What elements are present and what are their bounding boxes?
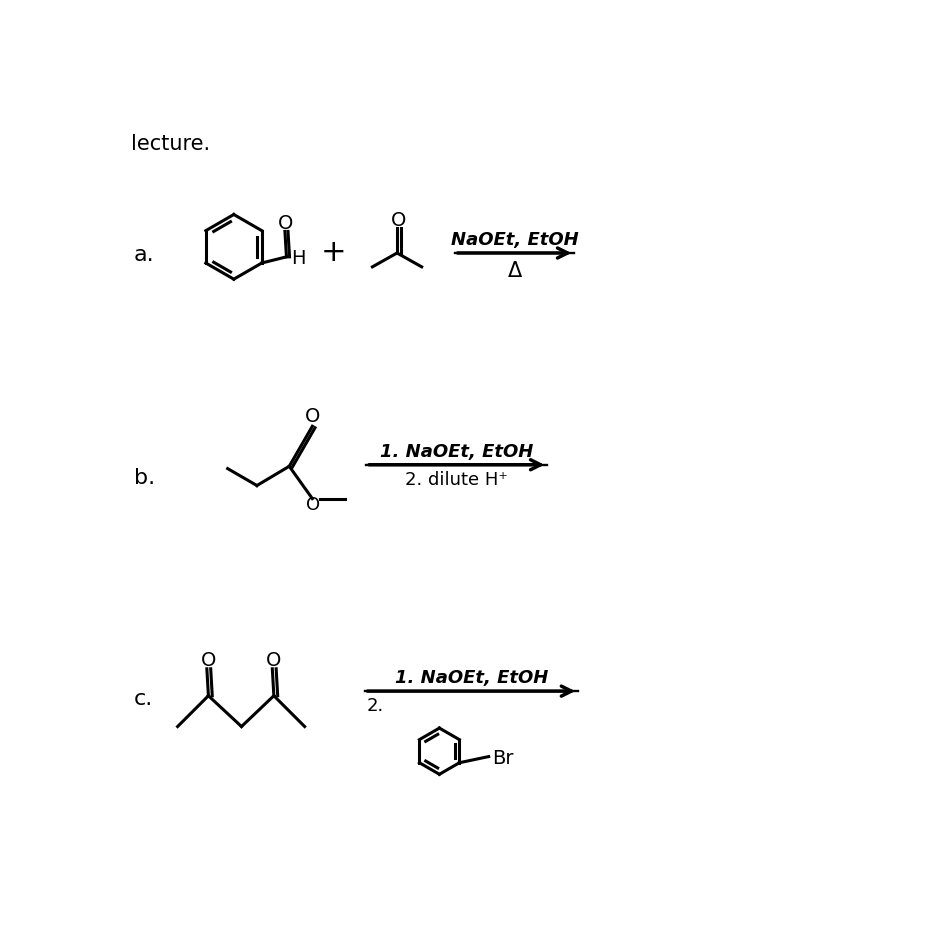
Text: O: O [306, 496, 321, 514]
Text: NaOEt, EtOH: NaOEt, EtOH [450, 231, 578, 249]
Text: b.: b. [133, 468, 155, 488]
Text: O: O [278, 214, 293, 234]
Text: lecture.: lecture. [132, 134, 211, 153]
Text: O: O [391, 211, 406, 230]
Text: O: O [305, 407, 320, 427]
Text: a.: a. [133, 245, 154, 264]
Text: c.: c. [133, 688, 153, 709]
Text: 1. NaOEt, EtOH: 1. NaOEt, EtOH [380, 443, 533, 460]
Text: H: H [291, 248, 306, 268]
Text: O: O [201, 651, 216, 670]
Text: 2. dilute H⁺: 2. dilute H⁺ [405, 471, 509, 488]
Text: Br: Br [492, 749, 513, 769]
Text: +: + [321, 238, 347, 267]
Text: O: O [266, 651, 282, 670]
Text: 1. NaOEt, EtOH: 1. NaOEt, EtOH [395, 670, 548, 687]
Text: 2.: 2. [367, 698, 384, 715]
Text: Δ: Δ [508, 261, 522, 281]
